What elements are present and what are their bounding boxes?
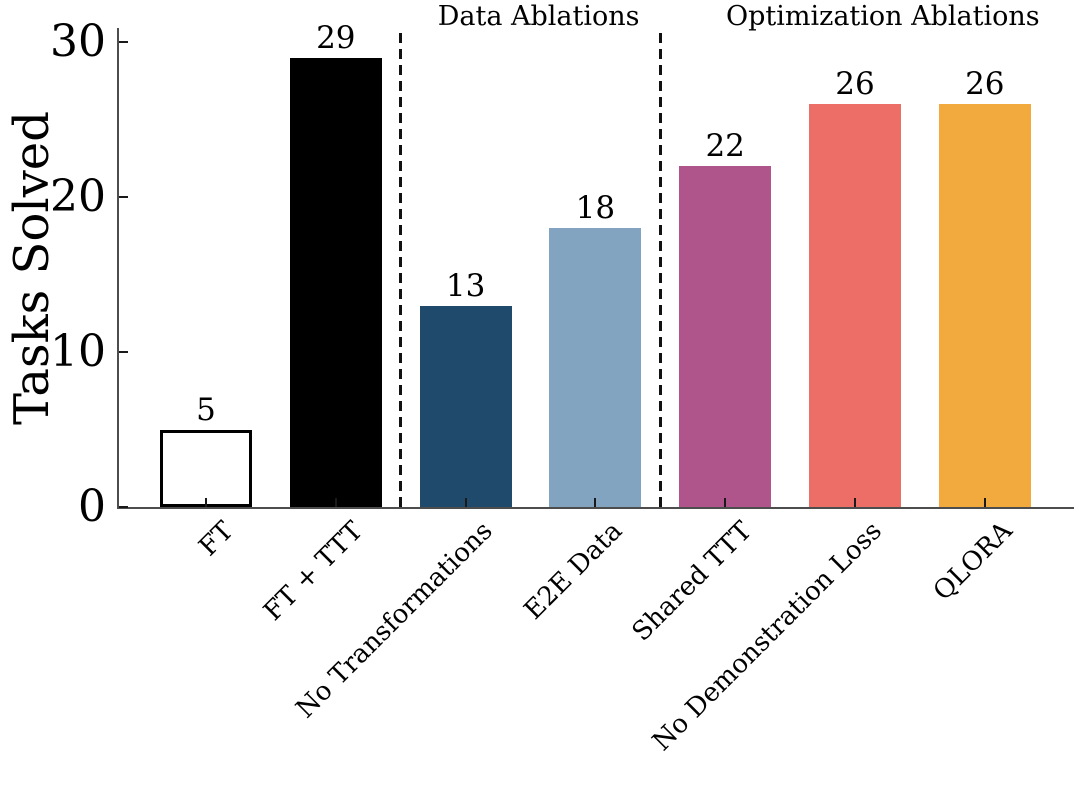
x-tick-no-transformations — [464, 498, 467, 507]
section-separator — [399, 33, 403, 508]
bar-e2e-data — [549, 228, 642, 507]
y-tick-label-30: 30 — [50, 16, 106, 67]
bar-no-demonstration-loss — [809, 104, 901, 507]
x-axis-spine — [117, 507, 1074, 509]
bar-value-label-ft: 5 — [196, 391, 216, 428]
x-tick-label-ft-ttt: FT + TTT — [258, 516, 370, 627]
x-tick-label-ft: FT — [192, 516, 240, 563]
x-tick-qlora — [983, 498, 986, 507]
section-separator — [658, 33, 662, 508]
bar-value-label-no-demonstration-loss: 26 — [835, 66, 875, 102]
y-tick-30 — [119, 41, 128, 43]
y-tick-0 — [119, 506, 128, 508]
y-tick-label-20: 20 — [50, 171, 106, 222]
x-tick-no-demonstration-loss — [854, 498, 856, 507]
bar-ft-ttt — [289, 57, 382, 507]
x-tick-ft-ttt — [334, 498, 337, 507]
x-tick-label-no-demonstration-loss: No Demonstration Loss — [647, 516, 889, 757]
section-title-optimization-ablations: Optimization Ablations — [725, 1, 1040, 32]
x-tick-ft — [205, 498, 207, 507]
bar-value-label-shared-ttt: 22 — [705, 128, 745, 164]
bar-value-label-ft-ttt: 29 — [316, 19, 356, 56]
x-tick-label-qlora: QLORA — [927, 516, 1019, 607]
section-title-data-ablations: Data Ablations — [437, 1, 640, 32]
x-tick-label-e2e-data: E2E Data — [518, 516, 629, 626]
bar-value-label-no-transformations: 13 — [445, 267, 486, 304]
bar-qlora — [938, 104, 1031, 507]
x-tick-shared-ttt — [724, 498, 727, 507]
y-tick-label-10: 10 — [50, 326, 106, 377]
x-tick-e2e-data — [594, 498, 597, 507]
y-axis-spine — [117, 28, 119, 509]
y-tick-10 — [119, 351, 128, 353]
bar-ft — [160, 429, 252, 507]
y-tick-label-0: 0 — [78, 481, 106, 532]
x-tick-label-shared-ttt: Shared TTT — [627, 516, 759, 648]
bar-value-label-qlora: 26 — [965, 66, 1005, 102]
bar-no-transformations — [419, 305, 512, 507]
bar-shared-ttt — [679, 166, 772, 507]
bar-value-label-e2e-data: 18 — [575, 190, 616, 226]
y-tick-20 — [119, 196, 128, 198]
